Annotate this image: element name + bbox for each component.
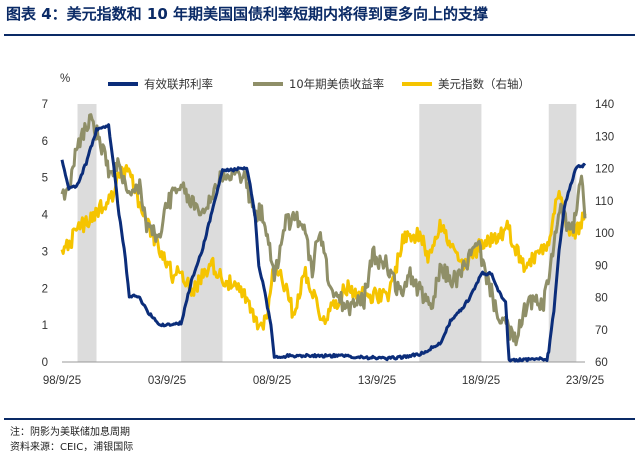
- right-tick-label: 80: [595, 293, 608, 305]
- x-tick-label: 23/9/25: [566, 375, 604, 387]
- x-tick-label: 03/9/25: [148, 375, 186, 387]
- chart: 0 1 2 3 4 5 6 7 60 70 80 90 100 110 120 130 140 98/9/25…: [42, 73, 615, 387]
- left-tick-label: 3: [42, 246, 48, 258]
- figure-title: 图表 4：美元指数和 10 年期美国国债利率短期内将得到更多向上的支撑: [6, 5, 488, 23]
- series-layer: [60, 113, 587, 363]
- source-text: 资料来源：CEIC，浦银国际: [10, 442, 134, 453]
- note-text: 注：阴影为美联储加息周期: [10, 427, 130, 438]
- series-line-1: [60, 123, 587, 363]
- right-tick-label: 140: [595, 99, 614, 111]
- left-tick-label: 4: [42, 210, 49, 222]
- right-tick-label: 120: [595, 164, 614, 176]
- series-line-3: [60, 164, 587, 331]
- right-tick-label: 90: [595, 260, 608, 272]
- left-tick-label: 2: [42, 283, 48, 295]
- legend-label: 有效联邦利率: [144, 77, 213, 91]
- x-tick-label: 08/9/25: [253, 375, 291, 387]
- x-axis-ticks: 98/9/25 03/9/25 08/9/25 13/9/25 18/9/25 23/9/…: [43, 375, 604, 387]
- legend-label: 美元指数（右轴）: [438, 77, 530, 91]
- right-tick-label: 110: [595, 196, 613, 208]
- legend: 有效联邦利率 10年期美债收益率 美元指数（右轴）: [108, 77, 530, 91]
- left-tick-label: 1: [42, 320, 48, 332]
- right-axis-ticks: 60 70 80 90 100 110 120 130 140: [595, 99, 614, 369]
- x-tick-label: 13/9/25: [358, 375, 396, 387]
- title-divider: [4, 34, 635, 36]
- x-tick-label: 98/9/25: [43, 375, 81, 387]
- left-axis-unit: %: [60, 73, 70, 85]
- shaded-periods: [77, 104, 577, 362]
- left-tick-label: 5: [42, 173, 48, 185]
- left-tick-label: 6: [42, 136, 48, 148]
- left-axis-ticks: 0 1 2 3 4 5 6 7: [42, 99, 49, 369]
- legend-label: 10年期美债收益率: [289, 77, 384, 91]
- right-tick-label: 60: [595, 357, 608, 369]
- footer-divider: [4, 418, 635, 420]
- x-tick-label: 18/9/25: [462, 375, 500, 387]
- shaded-period-2: [181, 104, 223, 362]
- series-line-2: [60, 113, 587, 347]
- left-tick-label: 7: [42, 99, 48, 111]
- right-tick-label: 70: [595, 325, 608, 337]
- left-tick-label: 0: [42, 357, 48, 369]
- right-tick-label: 100: [595, 228, 614, 240]
- right-tick-label: 130: [595, 131, 614, 143]
